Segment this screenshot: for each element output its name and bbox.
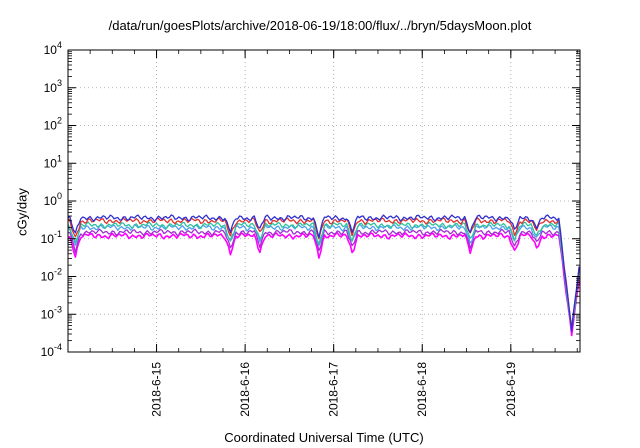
y-tick-label: 10-1 — [41, 229, 62, 246]
series-line — [67, 232, 580, 337]
y-tick-label: 104 — [44, 40, 62, 57]
axis-ticks: 104 103 102 101 100 10-1 10-2 10-3 10-4 2018-6-15… — [41, 40, 580, 417]
y-tick-label: 101 — [44, 153, 62, 170]
y-tick-label: 102 — [44, 116, 62, 133]
data-series — [67, 214, 580, 337]
y-tick-label: 103 — [44, 78, 62, 95]
x-axis-label: Coordinated Universal Time (UTC) — [224, 430, 424, 445]
series-line — [67, 228, 580, 332]
x-tick-label: 2018-6-18 — [415, 362, 429, 417]
x-tick-label: 2018-6-17 — [327, 362, 341, 417]
y-tick-label: 100 — [44, 191, 62, 208]
series-line — [67, 217, 580, 329]
y-tick-label: 10-2 — [41, 267, 62, 284]
x-tick-label: 2018-6-16 — [238, 362, 252, 417]
chart-title: /data/run/goesPlots/archive/2018-06-19/1… — [108, 18, 532, 33]
series-line — [67, 221, 580, 331]
y-tick-label: 10-3 — [41, 304, 62, 321]
grid-lines — [68, 50, 580, 352]
y-tick-label: 10-4 — [41, 342, 62, 359]
x-tick-label: 2018-6-15 — [150, 362, 164, 417]
series-line — [67, 214, 580, 332]
x-tick-label: 2018-6-19 — [504, 362, 518, 417]
